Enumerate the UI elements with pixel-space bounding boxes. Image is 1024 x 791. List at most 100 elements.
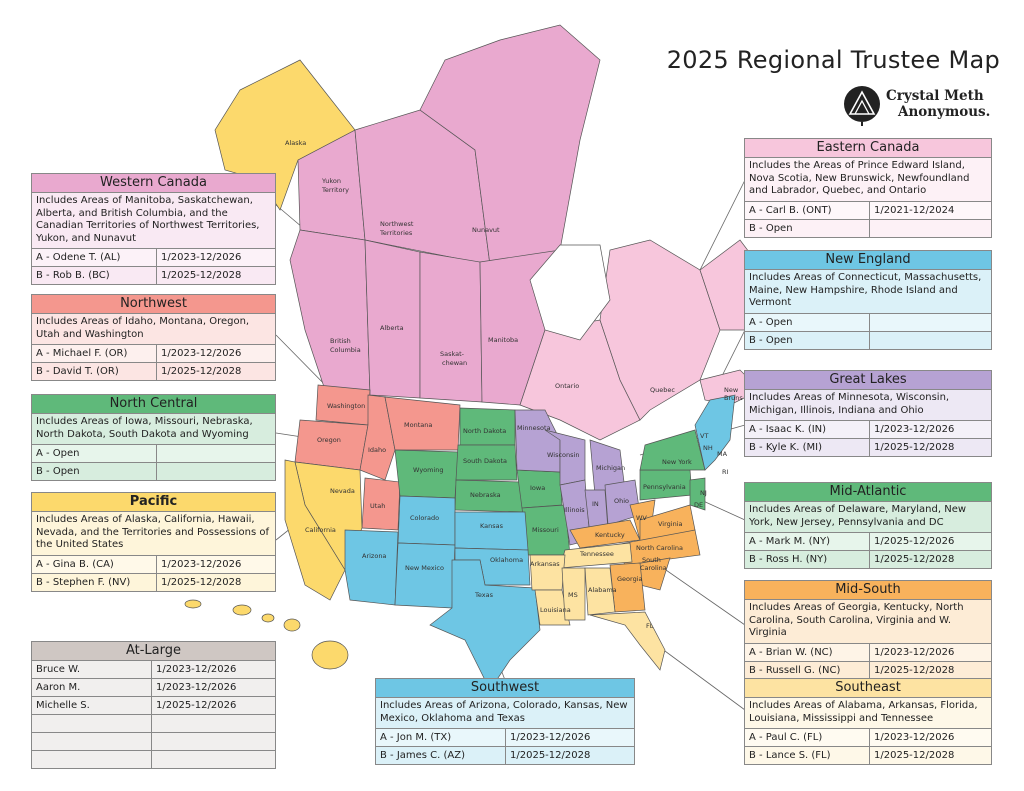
label-alaska: Alaska xyxy=(285,139,306,147)
trustee-row: A - Odene T. (AL) 1/2023-12/2026 xyxy=(32,249,275,267)
trustee-term: 1/2023-12/2026 xyxy=(510,732,591,743)
label-kentucky: Kentucky xyxy=(595,531,625,539)
label-louisiana: Louisiana xyxy=(540,606,571,614)
trustee-row: A - Open xyxy=(745,313,991,332)
saskatchewan-shape xyxy=(419,251,483,403)
trustee-row xyxy=(32,751,275,768)
label-quebec: Quebec xyxy=(650,386,675,394)
trustee-name xyxy=(32,715,152,732)
label-idaho: Idaho xyxy=(368,446,386,454)
region-description: Includes Areas of Alabama, Arkansas, Flo… xyxy=(745,698,991,729)
label-north-carolina: North Carolina xyxy=(636,544,683,552)
florida-shape xyxy=(589,611,666,671)
label-ontario: Ontario xyxy=(555,382,579,390)
oregon-shape xyxy=(294,419,369,471)
usa-states xyxy=(284,384,736,691)
minnesota-shape xyxy=(514,409,561,473)
trustee-row: B - James C. (AZ) 1/2025-12/2028 xyxy=(376,747,634,764)
label-california: California xyxy=(305,526,336,534)
region-name: At-Large xyxy=(32,642,275,661)
trustee-row: B - Open xyxy=(745,219,991,237)
region-name: Southeast xyxy=(745,679,991,698)
hudson-bay-shape xyxy=(529,244,611,341)
region-name: Eastern Canada xyxy=(745,139,991,158)
trustee-row: B - Open xyxy=(32,463,275,480)
trustee-row: B - Kyle K. (MI) 1/2025-12/2028 xyxy=(745,439,991,456)
trustee-row: A - Mark M. (NY) 1/2025-12/2026 xyxy=(745,533,991,551)
trustee-term: 1/2023-12/2026 xyxy=(874,424,955,435)
label-ma: MA xyxy=(717,450,728,458)
region-name: Southwest xyxy=(376,679,634,698)
region-box-north-central: North Central Includes Areas of Iowa, Mis… xyxy=(31,394,276,481)
trustee-name: B - Russell G. (NC) xyxy=(745,661,870,679)
label-utah: Utah xyxy=(370,502,385,510)
trustee-term: 1/2023-12/2026 xyxy=(161,252,242,263)
region-description: Includes the Areas of Prince Edward Isla… xyxy=(745,158,991,202)
region-box-southwest: Southwest Includes Areas of Arizona, Colo… xyxy=(375,678,635,765)
label-ohio: Ohio xyxy=(614,497,629,505)
trustee-row: B - Russell G. (NC) 1/2025-12/2028 xyxy=(745,661,991,679)
label-south-carolina-2: Carolina xyxy=(640,564,667,572)
label-vt: VT xyxy=(700,432,708,440)
label-arizona: Arizona xyxy=(362,552,386,560)
region-box-eastern-canada: Eastern Canada Includes the Areas of Prin… xyxy=(744,138,992,238)
louisiana-shape xyxy=(534,589,571,626)
trustee-term: 1/2025-12/2026 xyxy=(156,700,237,711)
trustee-term: 1/2023-12/2026 xyxy=(156,664,237,675)
logo-line-2: Anonymous. xyxy=(898,104,991,120)
label-illinois: Illinois xyxy=(564,506,585,514)
trustee-term xyxy=(870,332,991,349)
nunavut-shape xyxy=(419,24,601,266)
trustee-term: 1/2025-12/2028 xyxy=(874,554,955,565)
region-box-western-canada: Western Canada Includes Areas of Manitoba… xyxy=(31,173,276,285)
region-box-great-lakes: Great Lakes Includes Areas of Minnesota, … xyxy=(744,370,992,457)
label-missouri: Missouri xyxy=(532,526,559,534)
label-arkansas: Arkansas xyxy=(530,560,560,568)
trustee-name: B - James C. (AZ) xyxy=(376,747,506,764)
trustee-row: A - Isaac K. (IN) 1/2023-12/2026 xyxy=(745,421,991,439)
region-name: Pacific xyxy=(32,493,275,512)
logo-emblem-icon xyxy=(844,86,880,126)
trustee-term: 1/2025-12/2028 xyxy=(874,664,955,676)
trustee-term xyxy=(870,314,991,331)
label-texas: Texas xyxy=(474,591,494,599)
label-michigan: Michigan xyxy=(596,464,625,472)
label-nb-2: Bruns xyxy=(724,394,743,402)
label-south-carolina-1: South xyxy=(642,556,661,564)
western-canada-region xyxy=(289,24,601,406)
region-box-at-large: At-Large Bruce W. 1/2023-12/2026 Aaron M. 1/… xyxy=(31,641,276,769)
trustee-term: 1/2025-12/2028 xyxy=(161,270,242,281)
trustee-name: Michelle S. xyxy=(32,697,152,714)
label-wisconsin: Wisconsin xyxy=(547,451,579,459)
region-name: Mid-Atlantic xyxy=(745,483,991,502)
label-iowa: Iowa xyxy=(530,484,545,492)
wyoming-shape xyxy=(394,449,459,499)
trustee-name: B - Kyle K. (MI) xyxy=(745,439,870,456)
label-indiana: IN xyxy=(592,500,599,508)
map-labels: Alaska Yukon Territory Northwest Territo… xyxy=(285,139,743,630)
region-box-northwest: Northwest Includes Areas of Idaho, Montan… xyxy=(31,294,276,381)
label-manitoba: Manitoba xyxy=(488,336,518,344)
kansas-shape xyxy=(454,511,529,551)
trustee-name: A - Paul C. (FL) xyxy=(745,729,870,746)
trustee-term: 1/2023-12/2026 xyxy=(874,646,955,658)
label-sask-2: chewan xyxy=(442,359,467,367)
label-nh: NH xyxy=(703,444,713,452)
region-name: North Central xyxy=(32,395,275,414)
trustee-row: B - Ross H. (NY) 1/2025-12/2028 xyxy=(745,551,991,568)
region-name: Northwest xyxy=(32,295,275,314)
label-florida: FL xyxy=(646,622,654,630)
trustee-row: Aaron M. 1/2023-12/2026 xyxy=(32,679,275,697)
label-nunavut: Nunavut xyxy=(472,226,500,234)
label-west-virginia: WV xyxy=(636,514,647,522)
region-description: Includes Areas of Minnesota, Wisconsin, … xyxy=(745,390,991,421)
trustee-name: A - Open xyxy=(32,445,157,462)
label-washington: Washington xyxy=(327,402,365,410)
hawaii-islands xyxy=(184,599,349,670)
label-kansas: Kansas xyxy=(480,522,504,530)
arizona-shape xyxy=(344,529,399,606)
trustee-name: B - Ross H. (NY) xyxy=(745,551,870,568)
label-de: DE xyxy=(694,501,703,509)
region-name: Western Canada xyxy=(32,174,275,193)
